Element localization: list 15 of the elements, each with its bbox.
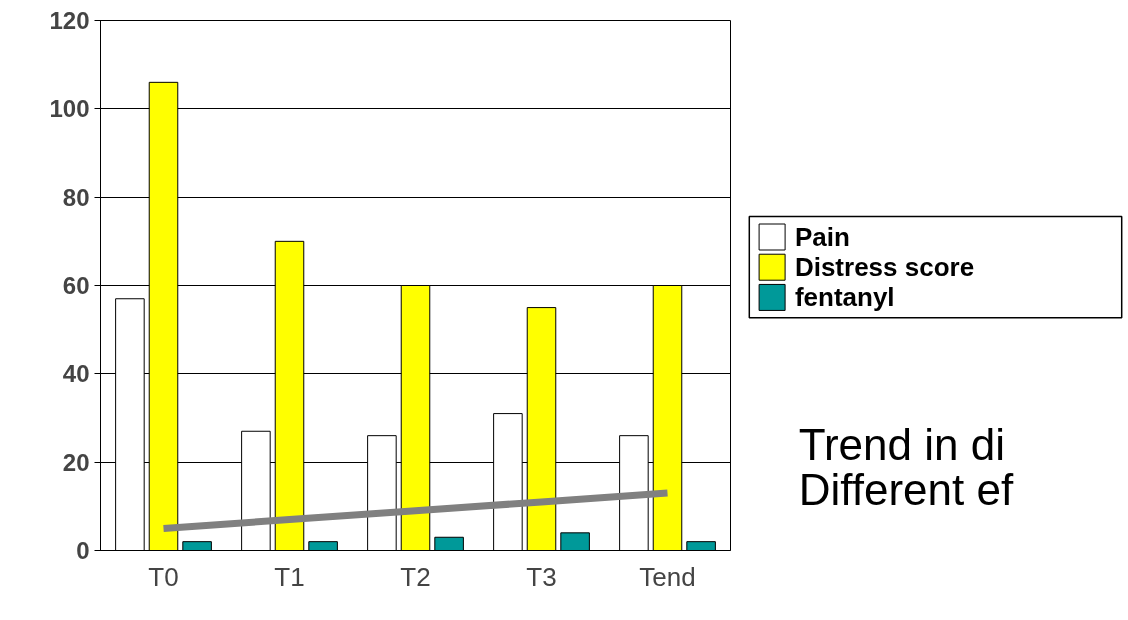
- x-tick-label: T1: [274, 561, 305, 592]
- legend-label: Distress score: [794, 252, 975, 283]
- x-tick-label: Tend: [639, 561, 696, 592]
- y-tick-label: 80: [62, 183, 90, 211]
- y-tick-label: 40: [62, 360, 90, 388]
- y-tick-label: 60: [62, 272, 90, 299]
- legend-label: fentanyl: [794, 282, 895, 313]
- y-tick-label: 100: [49, 95, 90, 123]
- legend-label: Pain: [794, 222, 850, 253]
- x-tick-label: T2: [400, 561, 431, 592]
- x-tick-label: T0: [148, 561, 179, 592]
- x-tick-label: T3: [526, 561, 557, 592]
- y-tick-label: 120: [49, 7, 90, 34]
- y-tick-label: 20: [62, 448, 90, 476]
- y-tick-label: 0: [76, 537, 90, 564]
